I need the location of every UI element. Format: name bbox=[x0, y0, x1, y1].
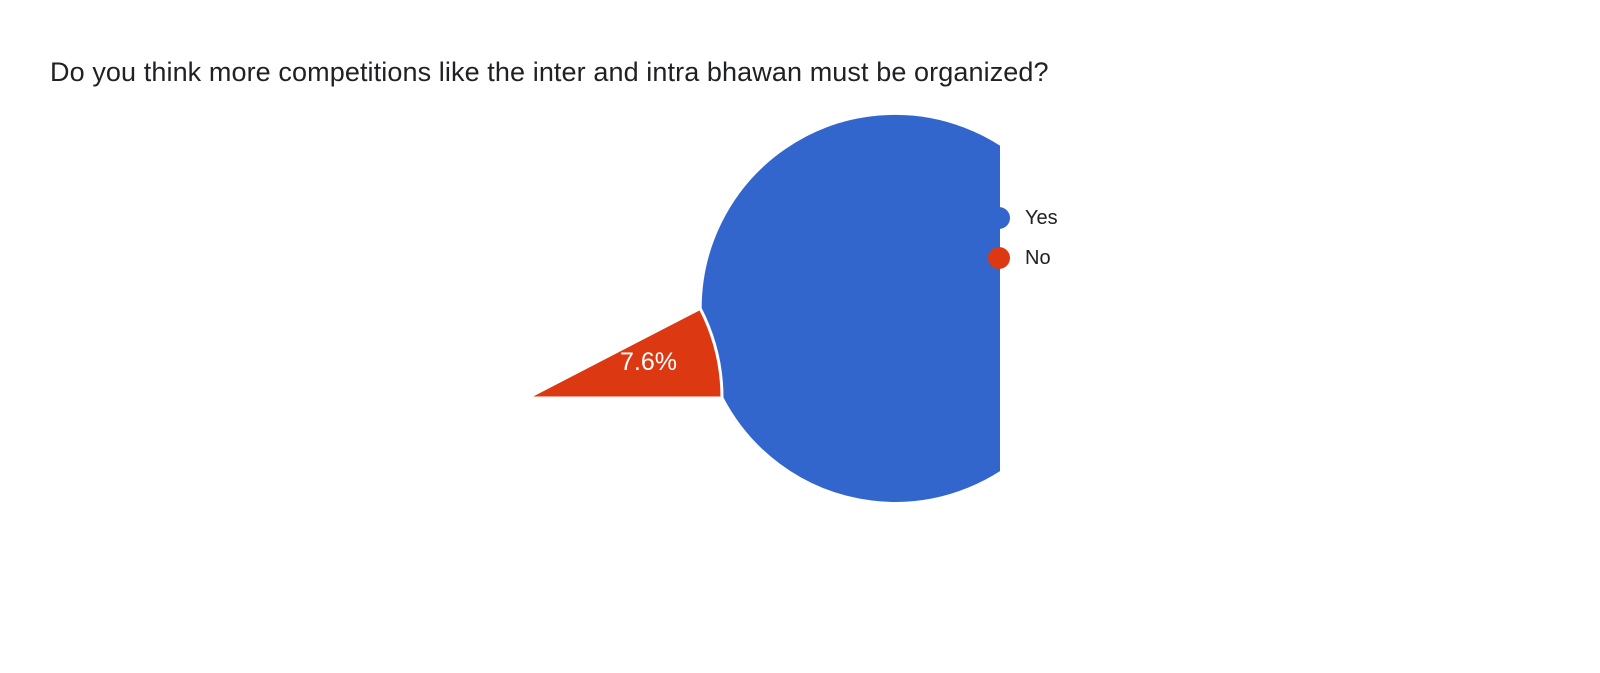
pie-slice-yes[interactable] bbox=[526, 111, 1000, 505]
pie-chart-svg: 92.4% 7.6% bbox=[357, 111, 1000, 505]
legend-label-no: No bbox=[1025, 247, 1051, 269]
chart-title: Do you think more competitions like the … bbox=[50, 57, 1049, 87]
legend-swatch-yes-icon bbox=[988, 207, 1010, 229]
pie-slice-label-yes: 92.4% bbox=[357, 412, 428, 440]
legend-item-yes[interactable]: Yes bbox=[988, 198, 1288, 238]
pie-slice-label-no: 7.6% bbox=[620, 348, 677, 376]
legend-label-yes: Yes bbox=[1025, 207, 1058, 229]
legend-item-no[interactable]: No bbox=[988, 238, 1288, 278]
legend-swatch-no-icon bbox=[988, 247, 1010, 269]
pie-slice-no[interactable] bbox=[526, 306, 724, 400]
chart-legend: Yes No bbox=[988, 198, 1288, 278]
pie-chart-area: 92.4% 7.6% bbox=[357, 111, 1000, 505]
